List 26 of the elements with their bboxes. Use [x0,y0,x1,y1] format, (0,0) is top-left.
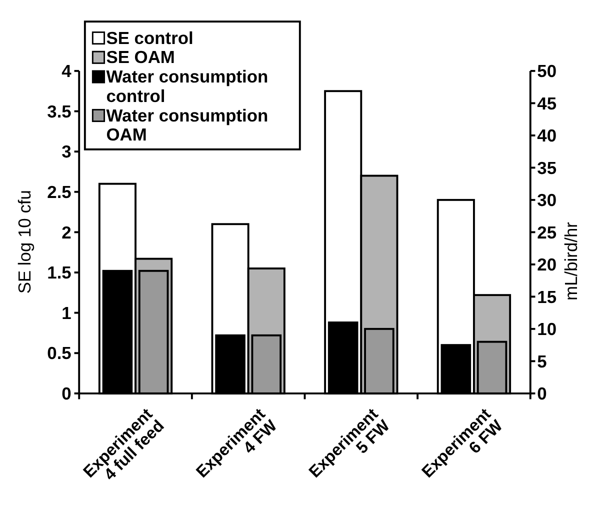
y-tick-label: 1 [62,302,72,323]
y2-tick-label: 50 [537,61,557,82]
y2-tick-label: 5 [537,351,548,372]
legend-label: SE OAM [106,47,175,68]
legend-label: Water consumption OAM [106,105,268,145]
y2-tick-label: 35 [537,158,557,178]
y-tick-label: 0 [62,384,72,404]
y2-tick-label: 15 [537,286,557,307]
y-axis-title: SE log 10 cfu [14,190,35,294]
y2-tick-label: 20 [537,254,557,275]
legend-label: Water consumption control [106,66,268,106]
y-tick-label: 0.5 [47,343,72,364]
y2-tick-label: 0 [537,384,547,404]
y-tick-label: 2 [62,222,72,242]
y2-tick-label: 30 [537,190,557,210]
y-tick-label: 4 [62,61,72,82]
y-tick-label: 3 [62,142,72,162]
y2-axis-title: mL/bird/hr [560,222,581,300]
y-tick-label: 1.5 [47,262,72,283]
legend-label: SE control [106,28,194,48]
y-tick-label: 3.5 [47,101,72,122]
y-tick-label: 2.5 [47,182,72,202]
y2-tick-label: 10 [537,319,557,340]
y2-tick-label: 40 [537,126,557,146]
y2-tick-label: 45 [537,93,557,114]
y2-tick-label: 25 [537,222,557,242]
